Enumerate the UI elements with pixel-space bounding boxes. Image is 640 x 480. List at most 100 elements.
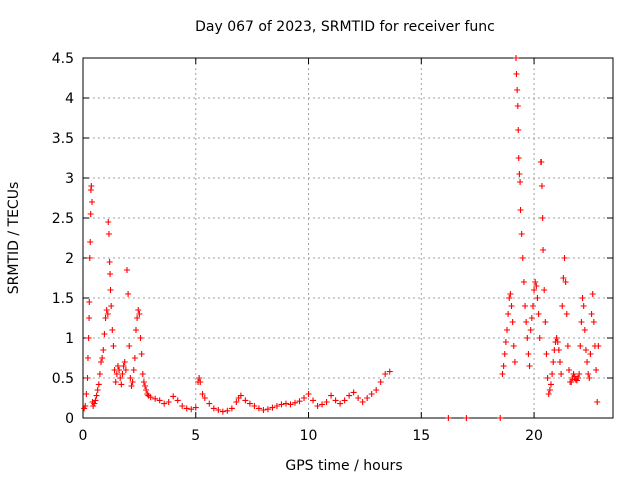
data-point xyxy=(507,291,514,297)
data-point xyxy=(377,379,384,385)
data-point xyxy=(310,397,317,404)
data-point xyxy=(101,331,108,337)
data-point xyxy=(553,335,560,341)
data-point xyxy=(580,303,587,309)
data-point xyxy=(92,397,99,404)
chart-title: Day 067 of 2023, SRMTID for receiver fun… xyxy=(195,19,495,35)
data-point xyxy=(152,395,159,402)
data-point xyxy=(582,347,589,353)
data-point xyxy=(346,392,353,399)
y-tick-label: 3.5 xyxy=(52,131,74,147)
data-point xyxy=(586,375,593,381)
data-point xyxy=(114,363,121,369)
data-point xyxy=(86,299,93,305)
data-point xyxy=(136,311,143,317)
data-point xyxy=(514,87,521,93)
data-point xyxy=(127,375,134,381)
data-point xyxy=(269,404,276,411)
data-point xyxy=(264,406,271,413)
data-point xyxy=(463,415,470,421)
data-point xyxy=(137,335,144,341)
data-point xyxy=(86,315,93,321)
data-point xyxy=(87,239,94,245)
y-tick-label: 2.5 xyxy=(52,211,74,227)
data-point xyxy=(382,371,389,377)
data-point xyxy=(518,231,525,237)
data-point xyxy=(538,159,545,165)
data-point xyxy=(505,311,512,317)
data-point xyxy=(545,391,552,397)
data-point xyxy=(117,375,124,381)
data-point xyxy=(538,183,545,189)
data-point xyxy=(517,207,524,213)
data-point xyxy=(323,399,330,405)
data-point xyxy=(278,401,285,408)
data-point xyxy=(513,71,520,77)
data-point xyxy=(123,267,130,273)
data-point xyxy=(314,403,321,409)
data-point xyxy=(273,403,280,409)
data-point xyxy=(516,171,523,177)
data-point xyxy=(563,311,570,317)
data-point xyxy=(133,327,139,333)
data-point xyxy=(95,381,102,388)
data-point xyxy=(528,315,535,321)
data-point xyxy=(501,351,508,357)
data-point xyxy=(504,327,510,333)
data-point xyxy=(219,408,226,415)
data-point xyxy=(534,295,541,301)
data-point xyxy=(135,307,142,313)
data-point xyxy=(541,287,548,293)
data-point xyxy=(89,199,96,205)
data-point xyxy=(287,401,294,408)
plot-frame xyxy=(82,57,614,419)
data-point xyxy=(83,391,90,397)
x-tick-label: 5 xyxy=(191,428,200,444)
data-point xyxy=(328,392,335,399)
data-point xyxy=(128,383,135,389)
data-point xyxy=(99,355,106,361)
data-point xyxy=(337,400,344,407)
data-point xyxy=(566,367,573,373)
data-point xyxy=(224,407,231,414)
data-point xyxy=(134,315,141,321)
data-point xyxy=(143,387,150,393)
data-point xyxy=(499,371,506,377)
data-point xyxy=(445,415,452,421)
grid-lines xyxy=(83,58,613,418)
data-point xyxy=(246,400,253,407)
data-point xyxy=(522,303,529,309)
data-point xyxy=(515,127,522,133)
data-point xyxy=(125,291,132,297)
data-point xyxy=(100,347,107,353)
data-point xyxy=(544,375,551,381)
data-point xyxy=(590,319,597,325)
data-point xyxy=(543,351,550,357)
data-point xyxy=(519,255,526,261)
data-point xyxy=(130,367,137,373)
data-point xyxy=(542,319,549,325)
data-point xyxy=(85,335,92,341)
data-point xyxy=(595,343,602,349)
axis-ticks: 0 0.5 1 1.5 2 2.5 3 3.5 4 4.5 0 5 10 15 20 xyxy=(52,51,613,444)
y-tick-label: 3 xyxy=(65,171,74,187)
data-point xyxy=(110,343,117,349)
data-point xyxy=(509,319,516,325)
data-point xyxy=(228,405,235,412)
data-point xyxy=(93,392,100,399)
data-point xyxy=(86,255,93,261)
data-point xyxy=(350,389,357,396)
data-point xyxy=(107,287,114,293)
data-point xyxy=(237,392,244,399)
data-point xyxy=(103,307,110,313)
data-point xyxy=(540,247,547,253)
data-point xyxy=(535,311,542,317)
data-point xyxy=(126,343,133,349)
data-point xyxy=(510,343,517,349)
data-point xyxy=(102,315,109,321)
data-point xyxy=(594,399,601,405)
data-point xyxy=(174,397,181,404)
data-point xyxy=(122,367,129,373)
data-point xyxy=(260,407,267,413)
y-tick-label: 0 xyxy=(65,411,74,427)
